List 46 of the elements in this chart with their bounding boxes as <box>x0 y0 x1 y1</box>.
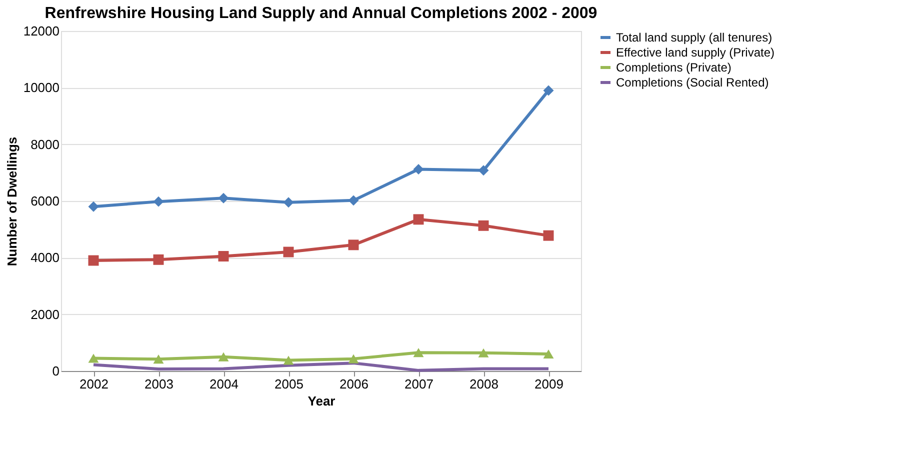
legend-label: Completions (Social Rented) <box>616 76 769 90</box>
point <box>283 197 294 208</box>
point <box>478 165 489 176</box>
x-tick-label: 2007 <box>404 376 434 392</box>
y-tick-label: 0 <box>52 364 60 378</box>
point <box>348 195 359 206</box>
point <box>478 348 489 358</box>
point <box>88 255 99 266</box>
y-tick-label: 6000 <box>30 194 60 208</box>
y-tick-label: 4000 <box>30 250 60 266</box>
x-tick-label: 2005 <box>274 376 304 392</box>
point <box>543 349 554 359</box>
chart-title: Renfrewshire Housing Land Supply and Annual Completions 2002 - 2009 <box>44 5 598 22</box>
x-tick-label: 2008 <box>470 376 498 392</box>
legend-label: Completions (Private) <box>616 60 732 74</box>
point <box>413 348 424 358</box>
x-tick-label: 2009 <box>534 376 564 392</box>
y-axis-title: Number of Dwellings <box>4 136 20 266</box>
point <box>543 85 554 96</box>
point <box>413 214 424 225</box>
y-tick-label: 2000 <box>30 306 60 322</box>
legend-label: Total land supply (all tenures) <box>616 30 772 44</box>
x-tick-label: 2004 <box>210 376 238 392</box>
point <box>348 354 359 364</box>
point <box>153 196 164 207</box>
x-tick-label: 2003 <box>144 376 174 392</box>
point <box>283 356 294 365</box>
point <box>88 354 99 363</box>
legend-label: Effective land supply (Private) <box>616 46 775 60</box>
point <box>543 230 554 241</box>
x-tick-label: 2006 <box>340 376 368 392</box>
y-tick-label: 8000 <box>30 136 60 152</box>
point <box>478 220 489 231</box>
x-axis-title: Year <box>308 394 336 408</box>
point <box>218 192 229 204</box>
point <box>218 352 229 362</box>
y-tick-label: 12000 <box>23 24 60 38</box>
y-tick-label: 10000 <box>23 80 60 96</box>
point <box>283 246 294 258</box>
point <box>218 251 229 262</box>
point <box>153 354 164 364</box>
point <box>348 240 359 250</box>
point <box>413 164 424 175</box>
x-tick-label: 2002 <box>80 376 108 392</box>
point <box>153 254 164 265</box>
point <box>88 201 99 212</box>
